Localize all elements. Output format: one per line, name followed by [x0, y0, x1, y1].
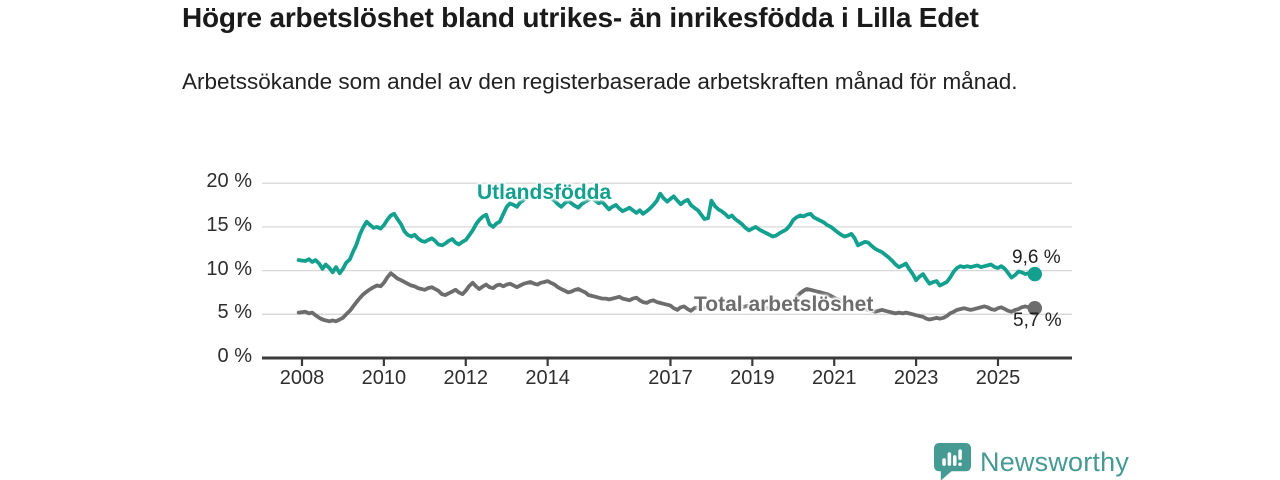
series-line-utlandsfodda: [296, 183, 1037, 288]
x-tick-label: 2021: [811, 367, 857, 389]
x-tick-label: 2025: [975, 367, 1021, 389]
series-end-dot-total: [1027, 301, 1043, 316]
y-tick-label: 5 %: [217, 301, 252, 324]
logo-exclamation-dot: [958, 462, 962, 466]
series-label-utlandsfodda: Utlandsfödda: [477, 181, 612, 204]
logo-bar-tall: [947, 452, 952, 466]
x-tick-label: 2023: [893, 367, 939, 389]
y-tick-label: 20 %: [206, 170, 252, 193]
y-tick-label: 10 %: [206, 257, 252, 280]
end-value-utlandsfodda: 9,6 %: [1012, 247, 1061, 268]
series-label-total-arbetsloshet: Total arbetslöshet: [694, 293, 874, 316]
x-tick-label: 2008: [279, 367, 325, 389]
y-tick-label: 15 %: [206, 213, 252, 236]
logo-bar-medium: [952, 455, 957, 466]
x-tick-label: 2019: [730, 367, 775, 389]
logo-bar-short: [942, 458, 946, 466]
series-line-total: [296, 271, 1037, 324]
x-tick-label: 2012: [443, 367, 489, 389]
chart-subtitle: Arbetssökande som andel av den registerb…: [182, 69, 1018, 94]
x-tick-label: 2017: [648, 367, 693, 389]
chart-title: Högre arbetslöshet bland utrikes- än inr…: [182, 2, 979, 33]
series-end-dot-utlandsfodda: [1027, 266, 1043, 282]
x-tick-label: 2014: [525, 367, 570, 389]
newsworthy-logo-icon: [934, 443, 971, 480]
newsworthy-logo-text: Newsworthy: [980, 446, 1130, 477]
newsworthy-logo: Newsworthy: [934, 443, 1129, 480]
end-value-total-arbetsloshet: 5,7 %: [1013, 310, 1062, 331]
y-tick-label: 0 %: [217, 345, 252, 367]
x-tick-label: 2010: [361, 367, 407, 389]
logo-exclamation-bar: [958, 449, 962, 461]
